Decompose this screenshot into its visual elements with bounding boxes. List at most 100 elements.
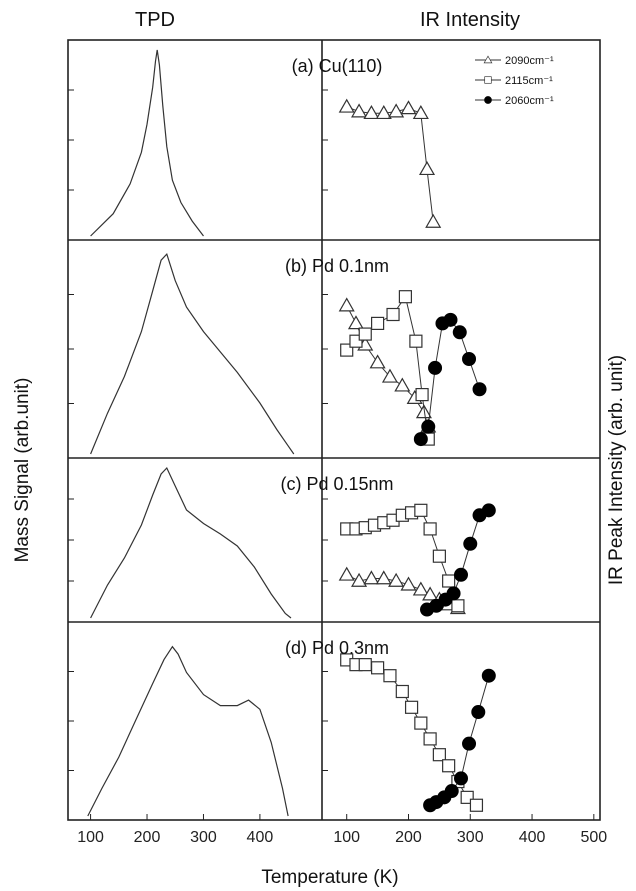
ir-point-dot xyxy=(481,503,496,518)
ir-xtick-label: 100 xyxy=(333,829,360,846)
ir-point-tri xyxy=(338,98,355,113)
ir-point-sq xyxy=(358,327,372,341)
ir-point-tri xyxy=(394,377,411,392)
ir-point-tri xyxy=(415,404,432,419)
ir-point-dot xyxy=(452,325,467,340)
ir-point-tri xyxy=(347,315,365,330)
ir-point-dot xyxy=(481,668,496,683)
ir-point-sq xyxy=(404,700,419,714)
ir-point-tri xyxy=(369,354,386,369)
ir-point-sq xyxy=(451,599,465,613)
ir-xtick-label: 400 xyxy=(519,829,546,846)
ir-point-tri xyxy=(375,570,392,585)
ir-xtick-label: 500 xyxy=(580,829,607,846)
axis-ticks: 100 200 300 400 100 200 300 400 500 xyxy=(68,89,607,846)
ir-point-sq xyxy=(398,290,412,304)
ir-point-sq xyxy=(415,388,429,402)
legend-label: 2060cm⁻¹ xyxy=(505,95,554,107)
ir-point-tri xyxy=(412,581,429,596)
ir-point-tri xyxy=(375,104,392,120)
legend-label: 2090cm⁻¹ xyxy=(505,55,554,67)
legend-marker-tri xyxy=(483,55,493,64)
tpd-trace-3 xyxy=(87,645,289,817)
panel-label: (a) Cu(110) xyxy=(292,56,383,76)
ir-connector-tri xyxy=(346,106,434,223)
ir-point-tri xyxy=(388,572,405,587)
ir-point-dot xyxy=(443,312,458,327)
ir-point-dot xyxy=(444,784,459,799)
ir-point-sq xyxy=(371,316,385,330)
ir-point-tri xyxy=(400,100,417,115)
tpd-trace-0 xyxy=(90,49,204,237)
ir-point-tri xyxy=(412,104,429,120)
ir-point-sq xyxy=(383,669,397,683)
ir-point-sq xyxy=(395,684,409,699)
ir-xtick-label: 200 xyxy=(395,829,422,846)
ir-point-sq xyxy=(423,522,437,536)
tpd-trace-2 xyxy=(90,466,292,619)
ylabel-left: Mass Signal (arb.unit) xyxy=(12,378,33,563)
ir-point-sq xyxy=(414,503,428,517)
ir-point-dot xyxy=(454,567,468,582)
ir-points xyxy=(338,98,496,813)
legend-marker-dot xyxy=(484,96,492,104)
ir-point-tri xyxy=(388,103,405,118)
ir-point-dot xyxy=(446,586,461,601)
header-tpd: TPD xyxy=(135,9,175,31)
ir-point-sq xyxy=(432,748,446,762)
ir-point-sq xyxy=(469,798,484,812)
ir-point-sq xyxy=(442,574,456,588)
header-ir-intensity: IR Intensity xyxy=(420,9,520,31)
ir-point-tri xyxy=(351,572,368,587)
ir-point-sq xyxy=(371,661,385,675)
plot-frame xyxy=(67,39,601,821)
tpd-xtick-label: 300 xyxy=(190,829,217,846)
ir-point-sq xyxy=(414,716,428,730)
panel-label: (d) Pd 0.3nm xyxy=(285,638,389,658)
legend: 2090cm⁻¹ 2115cm⁻¹ 2060cm⁻¹ xyxy=(475,55,554,107)
ir-point-tri xyxy=(418,160,436,176)
outer-frame xyxy=(67,39,601,821)
legend-marker xyxy=(484,76,492,84)
ir-point-tri xyxy=(422,586,439,601)
ir-point-dot xyxy=(472,382,487,397)
legend-marker xyxy=(483,55,493,64)
ir-point-tri xyxy=(338,297,355,312)
ir-point-dot xyxy=(413,432,428,447)
ir-point-tri xyxy=(425,213,442,228)
legend-marker xyxy=(484,96,492,104)
ir-point-tri xyxy=(381,368,398,383)
ir-point-sq xyxy=(442,759,456,773)
ir-point-dot xyxy=(463,536,478,551)
ir-point-dot xyxy=(462,736,477,751)
ir-point-dot xyxy=(428,360,443,375)
xlabel: Temperature (K) xyxy=(261,867,398,888)
tpd-traces xyxy=(87,49,295,817)
panel-label: (c) Pd 0.15nm xyxy=(280,474,393,494)
ir-point-sq xyxy=(358,658,372,672)
ylabel-right: IR Peak Intensity (arb. unit) xyxy=(606,355,627,585)
tpd-xtick-label: 100 xyxy=(77,829,104,846)
ir-point-tri xyxy=(363,570,380,585)
ir-point-dot xyxy=(454,771,468,786)
tpd-xtick-label: 400 xyxy=(247,829,274,846)
ir-point-dot xyxy=(462,352,477,366)
legend-label: 2115cm⁻¹ xyxy=(505,75,553,87)
ir-point-sq xyxy=(386,307,400,322)
ir-point-sq xyxy=(409,334,423,348)
ir-point-tri xyxy=(351,103,368,118)
ir-point-sq xyxy=(423,732,437,746)
ir-point-dot xyxy=(421,419,436,434)
ir-xtick-label: 300 xyxy=(457,829,484,846)
ir-point-tri xyxy=(363,104,380,120)
tpd-trace-1 xyxy=(90,252,295,455)
ir-point-sq xyxy=(432,549,446,563)
panel-labels: (a) Cu(110) (b) Pd 0.1nm (c) Pd 0.15nm (d) … xyxy=(280,56,393,658)
legend-marker-sq xyxy=(484,76,492,84)
tpd-xtick-label: 200 xyxy=(134,829,161,846)
ir-point-tri xyxy=(338,566,355,581)
ir-point-dot xyxy=(471,705,486,720)
panel-label: (b) Pd 0.1nm xyxy=(285,256,389,276)
ir-point-tri xyxy=(400,576,417,591)
